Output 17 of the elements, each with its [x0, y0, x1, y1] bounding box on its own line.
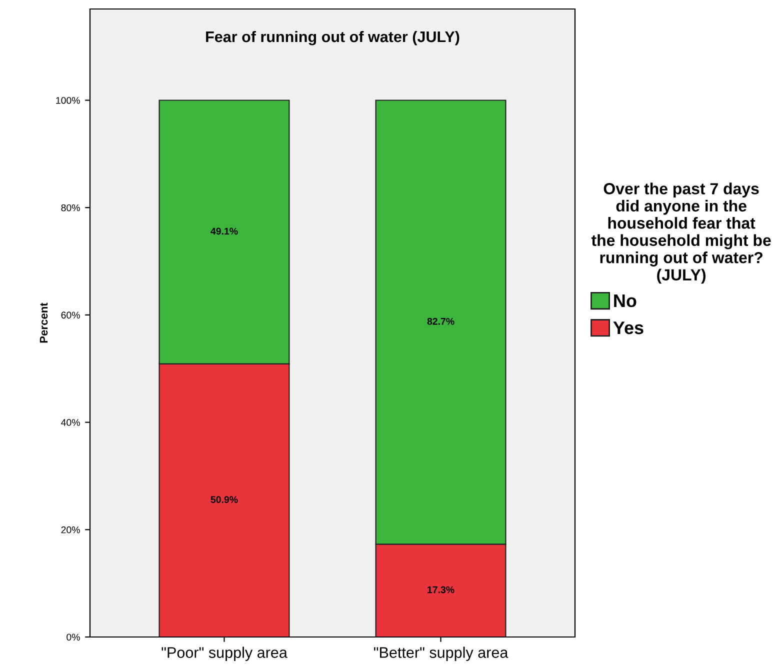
data-label: 50.9%	[210, 496, 238, 504]
data-label: 82.7%	[427, 318, 454, 325]
y-tick-label: 20%	[61, 526, 80, 534]
y-axis-title: Percent	[40, 302, 48, 343]
y-tick-label: 80%	[61, 204, 80, 212]
x-tick-label: "Better" supply area	[374, 646, 508, 661]
legend-label: Yes	[613, 322, 644, 334]
data-label: 49.1%	[210, 228, 238, 235]
x-tick-label: "Poor" supply area	[162, 646, 288, 661]
legend-title: Over the past 7 days did anyone in the household fear that the household might be running out of water? (JULY)	[591, 182, 771, 284]
y-tick-label: 0%	[66, 634, 80, 641]
data-label: 17.3%	[428, 586, 454, 594]
y-tick-label: 40%	[61, 419, 80, 426]
text: Fear of running out of water (JULY)	[206, 30, 460, 46]
legend-label: No	[614, 294, 636, 308]
y-tick-label: 60%	[61, 312, 80, 319]
y-tick-label: 100%	[56, 96, 80, 104]
